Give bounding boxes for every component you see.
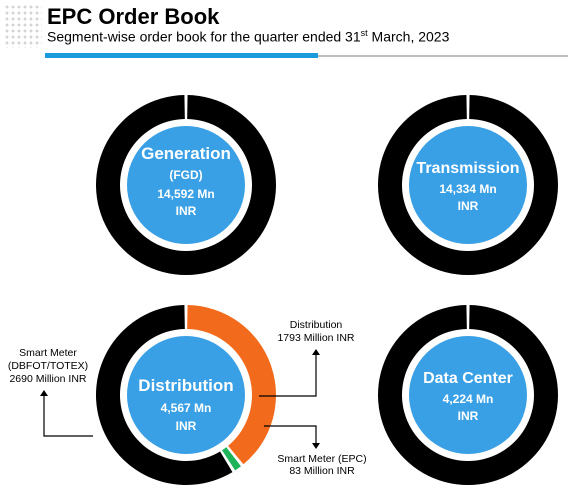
generation-center-label-line-2: (FGD) [169,168,202,182]
distribution-center-label-line-2: 4,567 Mn [161,401,212,415]
data-center-center-disc [409,336,527,454]
callout-label-distribution-line-1: Distribution [290,319,343,331]
generation-center-label-line-1: Generation [141,144,231,163]
callout-arrow-smart-meter-epc [312,443,320,449]
distribution-slice-smart-meter-epc [222,447,241,471]
generation-center-label-line-4: INR [176,204,197,218]
callout-line-smart-meter-epc [264,425,317,443]
callout-label-distribution-line-2: 1793 Million INR [277,332,354,344]
subtitle-superscript: st [360,28,368,38]
page-subtitle: Segment-wise order book for the quarter … [47,28,449,45]
title-underline-accent [45,53,318,58]
callout-line-distribution [259,355,317,397]
callout-arrow-distribution [312,349,320,355]
subtitle-end: March, 2023 [367,28,450,45]
transmission-center-label-line-1: Transmission [416,160,519,177]
callout-label-smart-meter-epc-line-2: 83 Million INR [289,465,355,477]
callout-line-smart-meter-dbfot-totex [43,396,93,437]
callout-label-smart-meter-dbfot-totex-line-2: (DBFOT/TOTEX) [8,360,88,372]
distribution-slice-distribution [187,305,277,465]
data-center-center-label-line-3: INR [458,409,479,423]
distribution-center-disc [127,336,245,454]
distribution-center-label-line-1: Distribution [138,376,233,395]
transmission-center-label-line-2: 14,334 Mn [439,182,496,196]
transmission-center-label-line-3: INR [458,199,479,213]
title-underline-rule [318,55,568,57]
callout-label-smart-meter-dbfot-totex-line-3: 2690 Million INR [9,373,86,385]
distribution-slice-smart-meter-dbfot-totex [95,305,233,485]
distribution-center-label-line-3: INR [176,419,197,433]
generation-center-label-line-3: 14,592 Mn [157,187,214,201]
callout-arrow-smart-meter-dbfot-totex [40,390,48,396]
data-center-center-label-line-2: 4,224 Mn [443,392,494,406]
subtitle-main: Segment-wise order book for the quarter … [47,28,361,45]
callout-label-smart-meter-epc-line-1: Smart Meter (EPC) [277,453,366,465]
decorative-dot-grid [4,4,42,48]
transmission-center-disc [409,126,527,244]
generation-center-disc [127,126,245,244]
data-center-center-label-line-1: Data Center [423,370,513,387]
callout-label-smart-meter-dbfot-totex-line-1: Smart Meter [19,347,77,359]
page-title: EPC Order Book [47,4,220,29]
